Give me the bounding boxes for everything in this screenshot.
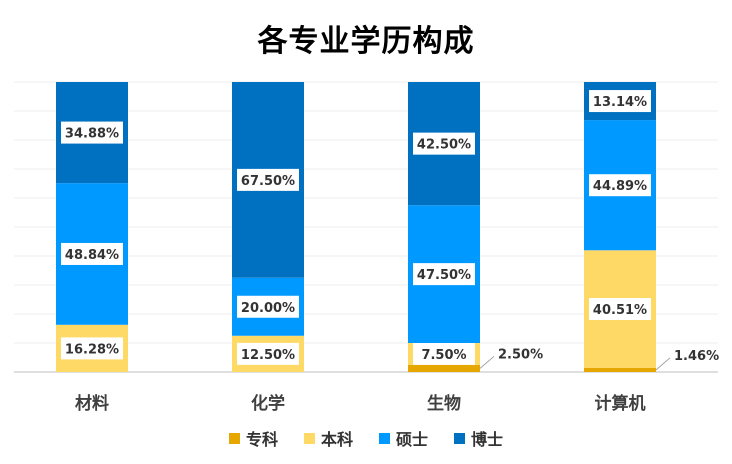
data-label-box — [413, 342, 475, 365]
data-label-box — [589, 90, 651, 113]
category-label: 材料 — [75, 393, 109, 414]
leader-line — [479, 355, 495, 369]
legend-item: 本科 — [303, 426, 353, 450]
data-label-box — [61, 242, 123, 265]
legend-label: 硕士 — [396, 430, 429, 449]
data-label: 47.50% — [417, 268, 471, 283]
legend-label: 博士 — [471, 430, 504, 449]
data-label: 12.50% — [241, 348, 295, 363]
bar-segment — [584, 367, 656, 372]
data-label: 20.00% — [241, 301, 295, 316]
data-label-box — [61, 337, 123, 360]
leader-line — [655, 357, 671, 371]
chart-title: 各专业学历构成 — [257, 24, 475, 59]
data-label: 2.50% — [498, 347, 543, 362]
legend-item: 专科 — [228, 426, 278, 450]
data-label-box — [237, 342, 299, 365]
category-label: 计算机 — [595, 393, 646, 414]
data-label-box — [413, 263, 475, 286]
data-label-box — [237, 168, 299, 191]
data-label: 1.46% — [674, 349, 719, 364]
legend-item: 硕士 — [379, 426, 428, 450]
legend-label: 专科 — [245, 430, 278, 449]
data-label: 42.50% — [417, 138, 471, 153]
data-label: 67.50% — [241, 174, 295, 189]
data-label: 13.14% — [593, 95, 647, 110]
data-label: 34.88% — [65, 127, 119, 142]
data-label-box — [413, 132, 475, 155]
data-label: 16.28% — [65, 342, 119, 357]
legend: 专科 本科 硕士 博士 — [0, 426, 732, 450]
data-label-box — [237, 295, 299, 318]
data-label: 48.84% — [65, 248, 119, 263]
data-label: 44.89% — [593, 179, 647, 194]
legend-item: 博士 — [454, 426, 503, 450]
data-label: 7.50% — [421, 348, 466, 363]
data-label-box — [589, 298, 651, 321]
data-label: 40.51% — [593, 303, 647, 318]
legend-swatch — [228, 432, 240, 444]
category-label: 生物 — [427, 393, 461, 414]
data-label-box — [589, 174, 651, 197]
bar-segment — [408, 364, 480, 372]
legend-swatch — [454, 432, 466, 444]
category-label: 化学 — [251, 393, 285, 414]
data-label-box — [61, 121, 123, 144]
legend-swatch — [379, 432, 390, 444]
legend-swatch — [303, 432, 315, 444]
legend-label: 本科 — [320, 430, 353, 449]
